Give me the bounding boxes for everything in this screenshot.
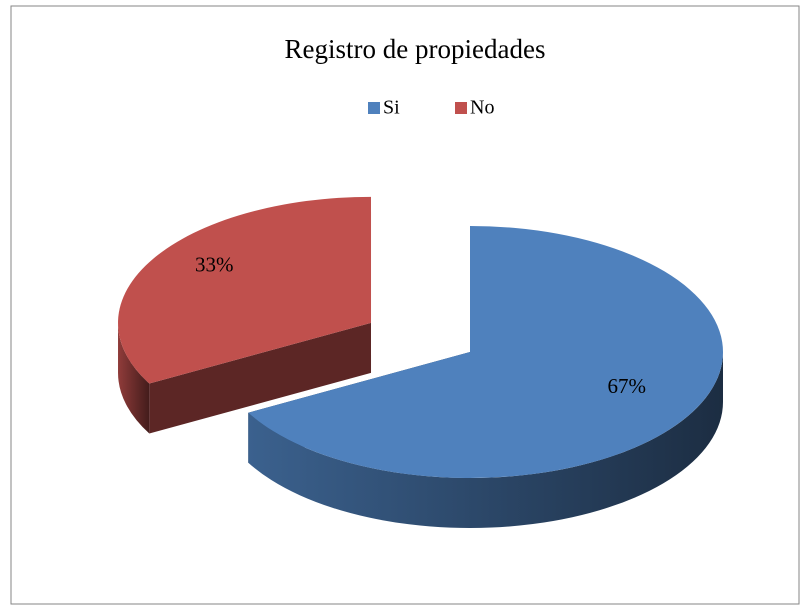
- legend-label: Si: [383, 97, 400, 119]
- data-label: 67%: [608, 374, 647, 398]
- legend-label: No: [470, 97, 494, 119]
- data-label: 33%: [195, 252, 234, 276]
- slice: [248, 226, 723, 479]
- slice-side: [118, 322, 150, 434]
- legend-swatch: [455, 102, 467, 114]
- slice-cut-face: [149, 322, 372, 434]
- chart-title: Registro de propiedades: [285, 34, 546, 64]
- slice-side: [248, 352, 723, 528]
- legend-swatch: [368, 102, 380, 114]
- slice: [118, 196, 372, 384]
